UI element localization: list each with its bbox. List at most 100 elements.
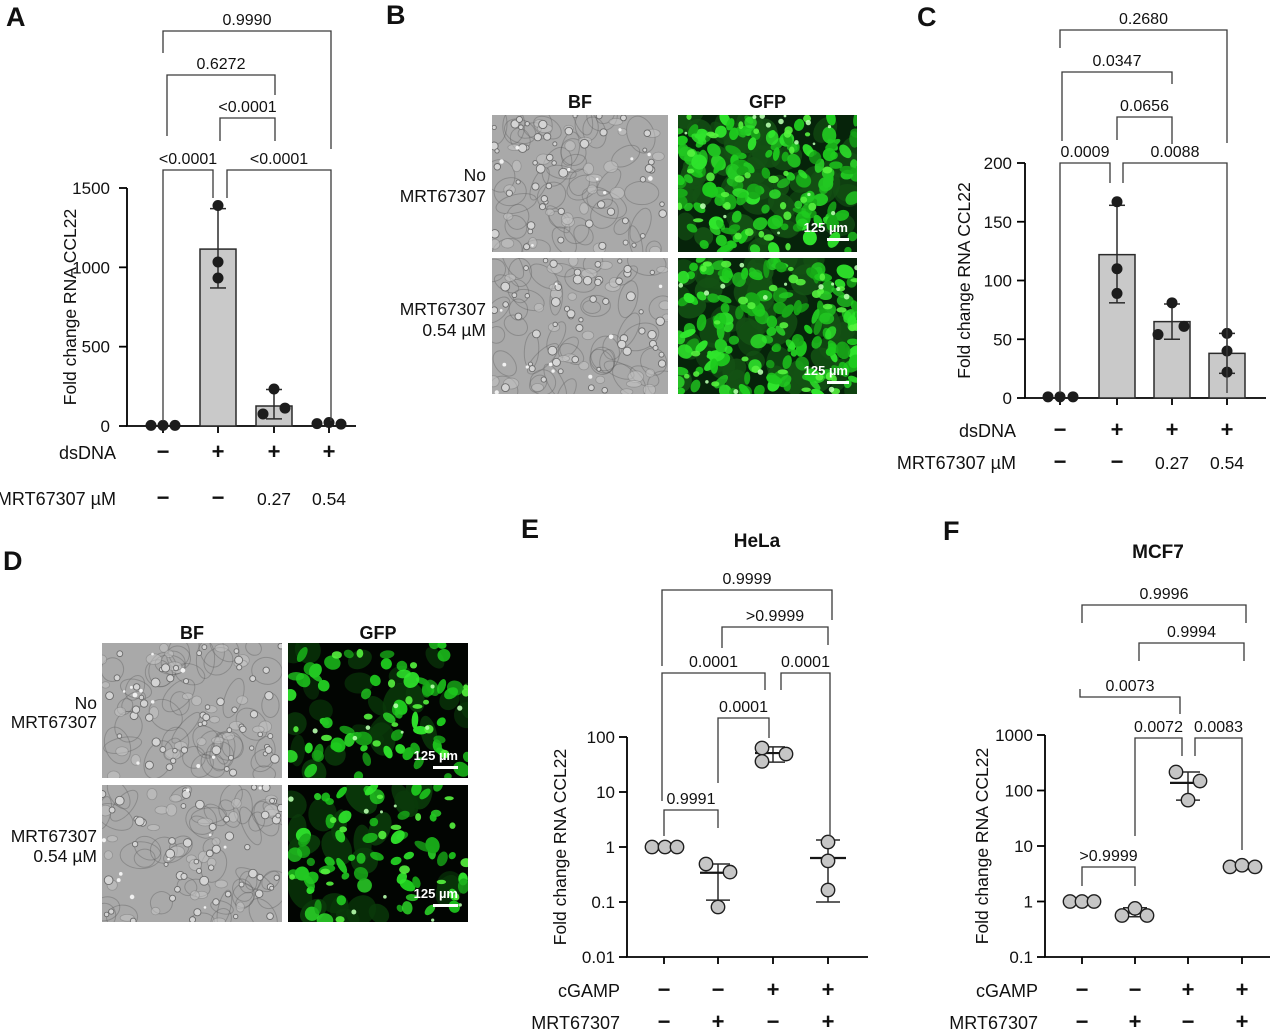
condition-value: + bbox=[767, 977, 780, 1002]
comparison-bracket bbox=[1122, 162, 1228, 393]
comparison-bracket bbox=[1081, 604, 1247, 623]
data-point bbox=[1086, 894, 1102, 909]
column-header-gfp: GFP bbox=[359, 623, 396, 643]
y-tick-label: 100 bbox=[587, 728, 615, 747]
data-point bbox=[1178, 320, 1190, 332]
comparison-bracket bbox=[166, 74, 276, 136]
panel-e-chart: 0.01 0.1 1 10 100 Fold change RNA CCL22 HeLa 0.… bbox=[531, 531, 868, 1032]
p-value: <0.0001 bbox=[218, 99, 276, 116]
data-point bbox=[1111, 287, 1123, 299]
condition-row-label: cGAMP bbox=[558, 981, 620, 1001]
scale-bar-label: 125 µm bbox=[414, 748, 458, 763]
condition-row-label: MRT67307 µM bbox=[0, 489, 116, 509]
panel-c-chart: 0 50 100 150 200 Fold change RNA CCL22 0.0009 0… bbox=[897, 11, 1266, 474]
y-tick-label: 100 bbox=[1005, 782, 1033, 801]
panel-e-label: E bbox=[521, 514, 540, 544]
data-point bbox=[212, 272, 224, 284]
p-value: 0.0088 bbox=[1151, 144, 1200, 161]
condition-value: + bbox=[1166, 417, 1179, 442]
scale-bar-label: 125 µm bbox=[414, 886, 458, 901]
y-tick-label: 150 bbox=[984, 213, 1012, 232]
condition-value: + bbox=[1111, 417, 1124, 442]
treatment-row-label: No bbox=[464, 165, 486, 185]
brightfield-image bbox=[492, 258, 668, 394]
y-tick-label: 0.1 bbox=[591, 893, 615, 912]
scale-bar-label: 125 µm bbox=[804, 363, 848, 378]
gfp-image bbox=[678, 258, 857, 394]
condition-value: − bbox=[157, 439, 170, 464]
treatment-row-label: 0.54 µM bbox=[422, 320, 486, 340]
condition-value: + bbox=[1129, 1009, 1142, 1032]
brightfield-image bbox=[492, 115, 668, 252]
comparison-bracket bbox=[1081, 866, 1136, 886]
comparison-bracket bbox=[162, 30, 332, 149]
comparison-bracket bbox=[219, 117, 276, 141]
chart-title: MCF7 bbox=[1132, 542, 1184, 563]
y-tick-label: 500 bbox=[82, 338, 110, 357]
condition-value: 0.27 bbox=[1155, 453, 1189, 473]
data-point bbox=[1222, 859, 1238, 875]
data-point bbox=[778, 746, 794, 762]
p-value: 0.0083 bbox=[1194, 719, 1243, 736]
treatment-row-label: MRT67307 bbox=[400, 299, 486, 319]
condition-value: − bbox=[658, 1009, 671, 1032]
y-tick-label: 0 bbox=[1003, 389, 1012, 408]
column-header-bf: BF bbox=[180, 623, 204, 643]
condition-value: + bbox=[323, 439, 336, 464]
condition-value: + bbox=[712, 1009, 725, 1032]
y-tick-label: 1000 bbox=[72, 258, 110, 277]
gfp-image bbox=[288, 643, 468, 778]
condition-row-label: dsDNA bbox=[959, 421, 1016, 441]
gfp-image bbox=[288, 785, 468, 922]
y-tick-label: 1500 bbox=[72, 179, 110, 198]
condition-value: − bbox=[767, 1009, 780, 1032]
y-axis-label: Fold change RNA CCL22 bbox=[60, 209, 80, 406]
p-value: 0.0347 bbox=[1093, 53, 1142, 70]
condition-value: − bbox=[658, 977, 671, 1002]
axes bbox=[1044, 735, 1270, 958]
condition-value: 0.27 bbox=[257, 489, 291, 509]
p-value: 0.0656 bbox=[1120, 98, 1169, 115]
p-value: >0.9999 bbox=[746, 608, 804, 625]
data-point bbox=[644, 839, 660, 855]
panel-c-label: C bbox=[917, 2, 937, 32]
p-value: 0.6272 bbox=[197, 56, 246, 73]
data-point bbox=[279, 402, 291, 414]
condition-value: + bbox=[822, 977, 835, 1002]
condition-row-label: MRT67307 µM bbox=[897, 453, 1016, 473]
comparison-bracket bbox=[1134, 737, 1183, 836]
scale-bar bbox=[433, 766, 458, 769]
p-value: 0.0072 bbox=[1134, 719, 1183, 736]
y-tick-label: 0.1 bbox=[1009, 948, 1033, 967]
data-point bbox=[1180, 792, 1196, 808]
data-point bbox=[722, 864, 738, 880]
p-value: 0.0001 bbox=[719, 699, 768, 716]
p-value: 0.9996 bbox=[1140, 586, 1189, 603]
condition-value: − bbox=[1054, 417, 1067, 442]
treatment-row-label: MRT67307 bbox=[11, 826, 97, 846]
y-tick-label: 0 bbox=[101, 417, 110, 436]
condition-value: + bbox=[1236, 1009, 1249, 1032]
p-value: <0.0001 bbox=[159, 151, 217, 168]
y-tick-label: 1 bbox=[606, 838, 615, 857]
panel-a-chart: 0 500 1000 1500 Fold change RNA CCL22 <0.0001… bbox=[0, 12, 356, 510]
scale-bar bbox=[433, 904, 458, 907]
data-point bbox=[1054, 391, 1066, 403]
comparison-bracket bbox=[661, 672, 766, 801]
y-tick-label: 1000 bbox=[995, 726, 1033, 745]
data-point bbox=[1234, 857, 1250, 873]
condition-value: − bbox=[212, 485, 225, 510]
comparison-bracket bbox=[1194, 737, 1243, 850]
p-value: 0.9991 bbox=[667, 791, 716, 808]
axes bbox=[126, 188, 356, 427]
y-axis-label: Fold change RNA CCL22 bbox=[972, 748, 992, 945]
condition-value: + bbox=[212, 439, 225, 464]
data-point bbox=[1168, 764, 1184, 780]
data-point bbox=[1152, 329, 1164, 341]
comparison-bracket bbox=[717, 717, 770, 783]
panel-a-label: A bbox=[6, 2, 26, 32]
p-value: 0.2680 bbox=[1119, 11, 1168, 28]
y-tick-label: 100 bbox=[984, 272, 1012, 291]
